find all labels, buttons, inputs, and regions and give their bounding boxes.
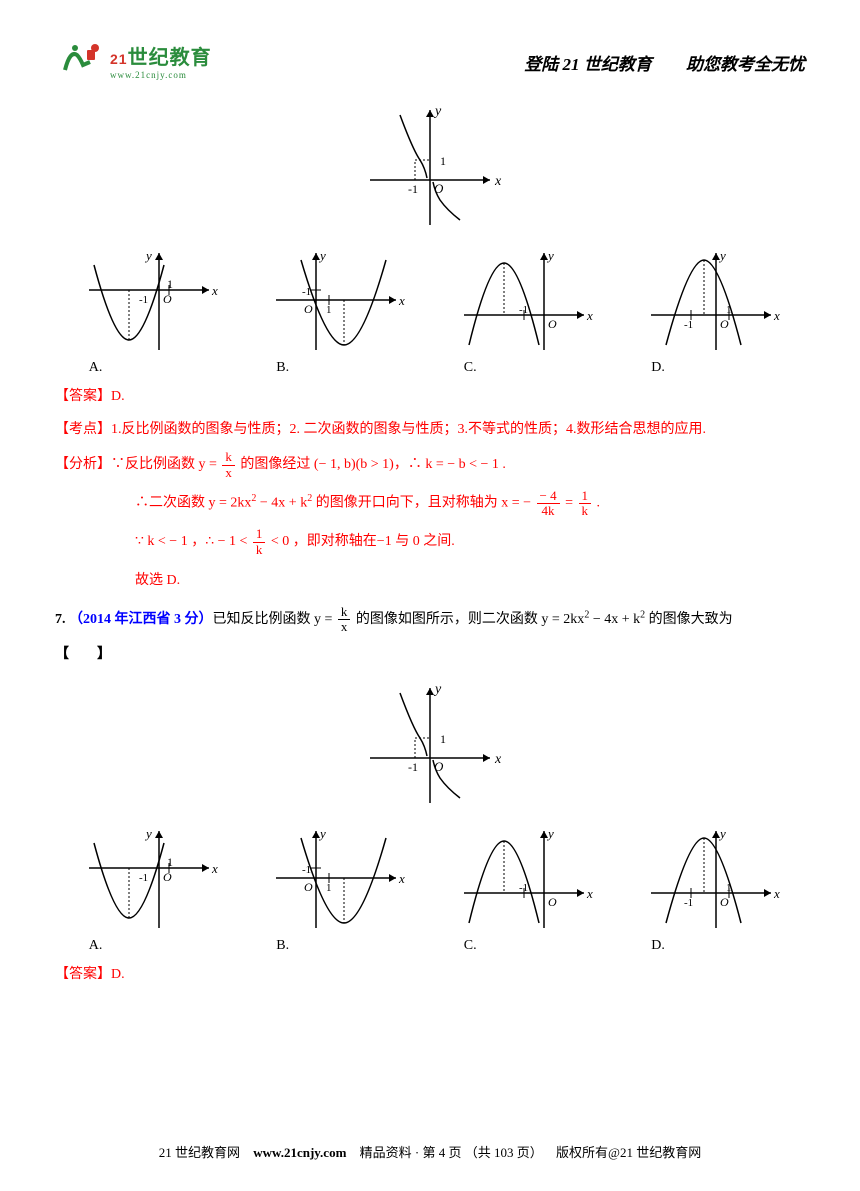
svg-text:x: x (398, 871, 405, 886)
logo-icon (55, 40, 105, 80)
fenxi-line-1: 【分析】∵反比例函数 y = kx 的图像经过 (− 1, b)(b > 1)，… (55, 450, 805, 480)
answer-bracket: 【 】 (55, 643, 805, 663)
svg-text:-1: -1 (408, 760, 418, 774)
svg-text:1: 1 (326, 304, 332, 316)
svg-text:y: y (144, 248, 152, 263)
svg-text:O: O (434, 181, 444, 196)
answer-section: 【答案】D. (55, 384, 805, 409)
kaodian-section: 【考点】1.反比例函数的图象与性质；2. 二次函数的图象与性质；3.不等式的性质… (55, 417, 805, 442)
svg-text:O: O (304, 302, 313, 316)
svg-text:y: y (144, 826, 152, 841)
svg-text:O: O (548, 317, 557, 331)
reciprocal-graph-bottom: x y O -1 1 (55, 678, 805, 808)
reciprocal-graph-top: x y O -1 1 (55, 100, 805, 230)
svg-text:1: 1 (167, 277, 173, 291)
options-row-2: x y O 1 -1 A. x y O -1 1 B. (55, 823, 805, 954)
question-7: 7. （2014 年江西省 3 分）已知反比例函数 y = kx 的图像如图所示… (55, 605, 805, 635)
option-b-2: x y O -1 1 B. (266, 823, 406, 954)
fenxi-line-3: ∵ k < − 1 ，∴ − 1 < 1k < 0 ，即对称轴在−1 与 0 之… (135, 527, 805, 558)
option-a-2: x y O 1 -1 A. (79, 823, 219, 954)
svg-text:x: x (586, 308, 593, 323)
svg-text:y: y (433, 104, 442, 119)
svg-text:1: 1 (167, 855, 173, 869)
logo-area: 21世纪教育 www.21cnjy.com (55, 40, 212, 80)
page-header: 21世纪教育 www.21cnjy.com 登陆 21 世纪教育 助您教考全无忧 (55, 40, 805, 80)
svg-text:y: y (318, 248, 326, 263)
svg-text:-1: -1 (139, 872, 148, 884)
svg-text:-1: -1 (684, 319, 693, 331)
svg-text:-1: -1 (408, 182, 418, 196)
svg-text:x: x (398, 293, 405, 308)
svg-text:x: x (211, 283, 218, 298)
option-b-1: x y O -1 1 B. (266, 245, 406, 376)
logo-text: 21世纪教育 www.21cnjy.com (110, 41, 212, 80)
option-d-2: x y O -1 1 D. (641, 823, 781, 954)
fenxi-line-2: ∴二次函数 y = 2kx2 − 4x + k2 的图像开口向下，且对称轴为 x… (135, 488, 805, 519)
svg-text:O: O (720, 317, 729, 331)
svg-text:O: O (304, 880, 313, 894)
svg-text:x: x (773, 886, 780, 901)
svg-text:y: y (546, 826, 554, 841)
svg-text:-1: -1 (139, 294, 148, 306)
svg-text:y: y (546, 248, 554, 263)
svg-text:y: y (718, 826, 726, 841)
svg-text:O: O (548, 895, 557, 909)
options-row-1: x y O 1 -1 A. x y O -1 1 B. (55, 245, 805, 376)
header-slogan: 登陆 21 世纪教育 助您教考全无忧 (524, 50, 805, 75)
option-a-1: x y O 1 -1 A. (79, 245, 219, 376)
svg-text:x: x (211, 861, 218, 876)
svg-text:O: O (720, 895, 729, 909)
svg-text:y: y (318, 826, 326, 841)
svg-text:1: 1 (440, 154, 446, 168)
fenxi-line-4: 故选 D. (135, 566, 805, 597)
svg-text:O: O (434, 759, 444, 774)
svg-text:x: x (494, 174, 502, 189)
svg-text:-1: -1 (684, 897, 693, 909)
svg-text:x: x (494, 752, 502, 767)
svg-text:y: y (433, 682, 442, 697)
option-d-1: x y O -1 1 D. (641, 245, 781, 376)
svg-text:1: 1 (440, 732, 446, 746)
svg-text:1: 1 (326, 882, 332, 894)
svg-text:O: O (163, 292, 172, 306)
svg-text:x: x (773, 308, 780, 323)
option-c-1: x y O -1 C. (454, 245, 594, 376)
answer-section-2: 【答案】D. (55, 962, 805, 987)
svg-text:y: y (718, 248, 726, 263)
svg-text:x: x (586, 886, 593, 901)
option-c-2: x y O -1 C. (454, 823, 594, 954)
svg-text:O: O (163, 870, 172, 884)
page-footer: 21 世纪教育网 www.21cnjy.com 精品资料 · 第 4 页 （共 … (0, 1142, 860, 1161)
